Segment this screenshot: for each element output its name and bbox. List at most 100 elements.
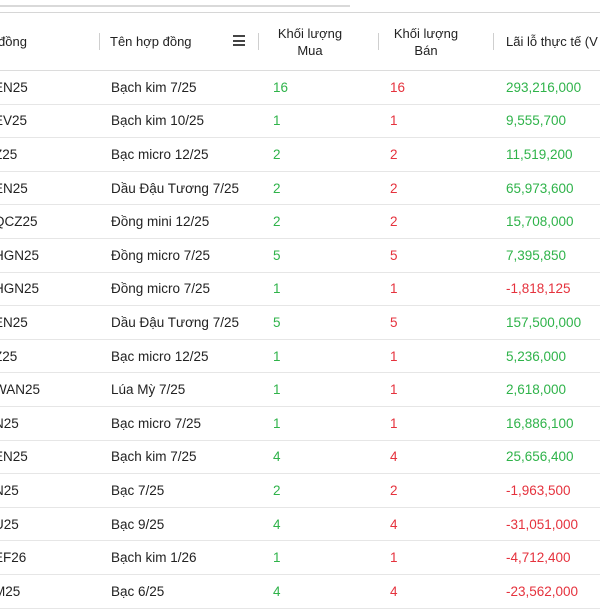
cell-realized-pnl: -1,818,125 bbox=[506, 281, 571, 297]
cell-sell-volume: 4 bbox=[390, 583, 398, 599]
table-row[interactable]: EN25 Dầu Đậu Tương 7/25 5 5 157,500,000 bbox=[0, 306, 600, 340]
cell-buy-volume: 1 bbox=[273, 550, 281, 566]
cell-symbol: EN25 bbox=[0, 314, 28, 330]
table-header: đồng Tên hợp đồng Khối lượng Mua Khối lư… bbox=[0, 12, 600, 71]
cell-symbol: U25 bbox=[0, 516, 19, 532]
table-row[interactable]: N25 Bạc micro 7/25 1 1 16,886,100 bbox=[0, 407, 600, 441]
table-row[interactable]: M25 Bạc 6/25 4 4 -23,562,000 bbox=[0, 575, 600, 609]
cell-contract-name: Bạc 9/25 bbox=[111, 516, 165, 532]
header-sell-volume[interactable]: Khối lượng Bán bbox=[393, 25, 459, 58]
cell-contract-name: Bạc micro 7/25 bbox=[111, 415, 202, 431]
cell-contract-name: Bạc 6/25 bbox=[111, 583, 165, 599]
cell-contract-name: Bạch kim 7/25 bbox=[111, 449, 197, 465]
cell-symbol: N25 bbox=[0, 415, 19, 431]
cell-realized-pnl: 5,236,000 bbox=[506, 348, 567, 364]
table-row[interactable]: N25 Bạc 7/25 2 2 -1,963,500 bbox=[0, 474, 600, 508]
menu-icon[interactable] bbox=[233, 35, 245, 46]
cell-realized-pnl: 293,216,000 bbox=[506, 79, 582, 95]
cell-symbol: Z25 bbox=[0, 348, 18, 364]
cell-contract-name: Bạch kim 7/25 bbox=[111, 79, 197, 95]
cell-buy-volume: 1 bbox=[273, 348, 281, 364]
table-row[interactable]: U25 Bạc 9/25 4 4 -31,051,000 bbox=[0, 508, 600, 542]
table-body: EN25 Bạch kim 7/25 16 16 293,216,000 EV25 Bạch… bbox=[0, 71, 600, 609]
cell-realized-pnl: 16,886,100 bbox=[506, 415, 574, 431]
cell-sell-volume: 1 bbox=[390, 415, 398, 431]
cell-contract-name: Đồng mini 12/25 bbox=[111, 214, 210, 230]
cell-contract-name: Bạc micro 12/25 bbox=[111, 348, 209, 364]
cell-realized-pnl: 157,500,000 bbox=[506, 314, 582, 330]
table-row[interactable]: Z25 Bạc micro 12/25 1 1 5,236,000 bbox=[0, 340, 600, 374]
cell-realized-pnl: -31,051,000 bbox=[506, 516, 579, 532]
table-row[interactable]: HGN25 Đồng micro 7/25 1 1 -1,818,125 bbox=[0, 273, 600, 307]
cell-realized-pnl: -23,562,000 bbox=[506, 583, 579, 599]
cell-realized-pnl: 2,618,000 bbox=[506, 382, 567, 398]
header-divider[interactable] bbox=[99, 33, 100, 50]
cell-buy-volume: 1 bbox=[273, 415, 281, 431]
cell-buy-volume: 2 bbox=[273, 146, 281, 162]
cell-sell-volume: 2 bbox=[390, 214, 398, 230]
cell-symbol: EN25 bbox=[0, 180, 28, 196]
cell-symbol: HGN25 bbox=[0, 281, 40, 297]
cell-contract-name: Bạch kim 10/25 bbox=[111, 113, 205, 129]
cell-sell-volume: 1 bbox=[390, 281, 398, 297]
cell-sell-volume: 5 bbox=[390, 314, 398, 330]
top-divider bbox=[0, 0, 600, 10]
cell-symbol: EF26 bbox=[0, 550, 27, 566]
table-row[interactable]: EV25 Bạch kim 10/25 1 1 9,555,700 bbox=[0, 105, 600, 139]
cell-buy-volume: 5 bbox=[273, 314, 281, 330]
cell-contract-name: Đồng micro 7/25 bbox=[111, 247, 211, 263]
cell-contract-name: Đồng micro 7/25 bbox=[111, 281, 211, 297]
cell-realized-pnl: -1,963,500 bbox=[506, 482, 571, 498]
cell-symbol: EN25 bbox=[0, 79, 28, 95]
header-realized-pnl[interactable]: Lãi lỗ thực tế (V bbox=[506, 34, 598, 49]
header-symbol[interactable]: đồng bbox=[0, 34, 27, 49]
cell-sell-volume: 5 bbox=[390, 247, 398, 263]
header-contract-name[interactable]: Tên hợp đồng bbox=[110, 34, 192, 49]
cell-buy-volume: 2 bbox=[273, 214, 281, 230]
table-row[interactable]: Z25 Bạc micro 12/25 2 2 11,519,200 bbox=[0, 138, 600, 172]
table-row[interactable]: QCZ25 Đồng mini 12/25 2 2 15,708,000 bbox=[0, 205, 600, 239]
cell-realized-pnl: 15,708,000 bbox=[506, 214, 574, 230]
table-row[interactable]: EN25 Bạch kim 7/25 4 4 25,656,400 bbox=[0, 441, 600, 475]
header-divider[interactable] bbox=[378, 33, 379, 50]
header-buy-volume[interactable]: Khối lượng Mua bbox=[277, 25, 343, 58]
cell-sell-volume: 2 bbox=[390, 482, 398, 498]
cell-buy-volume: 1 bbox=[273, 113, 281, 129]
cell-contract-name: Dầu Đậu Tương 7/25 bbox=[111, 314, 239, 330]
cell-buy-volume: 2 bbox=[273, 482, 281, 498]
header-divider[interactable] bbox=[258, 33, 259, 50]
cell-symbol: M25 bbox=[0, 583, 21, 599]
cell-sell-volume: 16 bbox=[390, 79, 406, 95]
cell-sell-volume: 2 bbox=[390, 146, 398, 162]
cell-sell-volume: 1 bbox=[390, 550, 398, 566]
cell-realized-pnl: 25,656,400 bbox=[506, 449, 574, 465]
cell-buy-volume: 16 bbox=[273, 79, 289, 95]
header-divider[interactable] bbox=[493, 33, 494, 50]
contracts-table: đồng Tên hợp đồng Khối lượng Mua Khối lư… bbox=[0, 12, 600, 609]
table-row[interactable]: EN25 Bạch kim 7/25 16 16 293,216,000 bbox=[0, 71, 600, 105]
cell-symbol: N25 bbox=[0, 482, 19, 498]
cell-buy-volume: 1 bbox=[273, 281, 281, 297]
cell-symbol: Z25 bbox=[0, 146, 18, 162]
cell-sell-volume: 1 bbox=[390, 348, 398, 364]
cell-realized-pnl: 65,973,600 bbox=[506, 180, 574, 196]
cell-sell-volume: 1 bbox=[390, 113, 398, 129]
table-row[interactable]: HGN25 Đồng micro 7/25 5 5 7,395,850 bbox=[0, 239, 600, 273]
cell-buy-volume: 2 bbox=[273, 180, 281, 196]
cell-buy-volume: 4 bbox=[273, 583, 281, 599]
cell-contract-name: Dầu Đậu Tương 7/25 bbox=[111, 180, 239, 196]
cell-sell-volume: 4 bbox=[390, 449, 398, 465]
cell-realized-pnl: 9,555,700 bbox=[506, 113, 567, 129]
table-row[interactable]: EF26 Bạch kim 1/26 1 1 -4,712,400 bbox=[0, 541, 600, 575]
cell-realized-pnl: 11,519,200 bbox=[506, 146, 573, 162]
cell-contract-name: Bạc 7/25 bbox=[111, 482, 165, 498]
cell-sell-volume: 4 bbox=[390, 516, 398, 532]
cell-contract-name: Lúa Mỳ 7/25 bbox=[111, 382, 186, 398]
cell-sell-volume: 2 bbox=[390, 180, 398, 196]
table-row[interactable]: EN25 Dầu Đậu Tương 7/25 2 2 65,973,600 bbox=[0, 172, 600, 206]
cell-realized-pnl: 7,395,850 bbox=[506, 247, 567, 263]
table-row[interactable]: WAN25 Lúa Mỳ 7/25 1 1 2,618,000 bbox=[0, 373, 600, 407]
cell-contract-name: Bạc micro 12/25 bbox=[111, 146, 209, 162]
cell-realized-pnl: -4,712,400 bbox=[506, 550, 571, 566]
cell-symbol: HGN25 bbox=[0, 247, 40, 263]
